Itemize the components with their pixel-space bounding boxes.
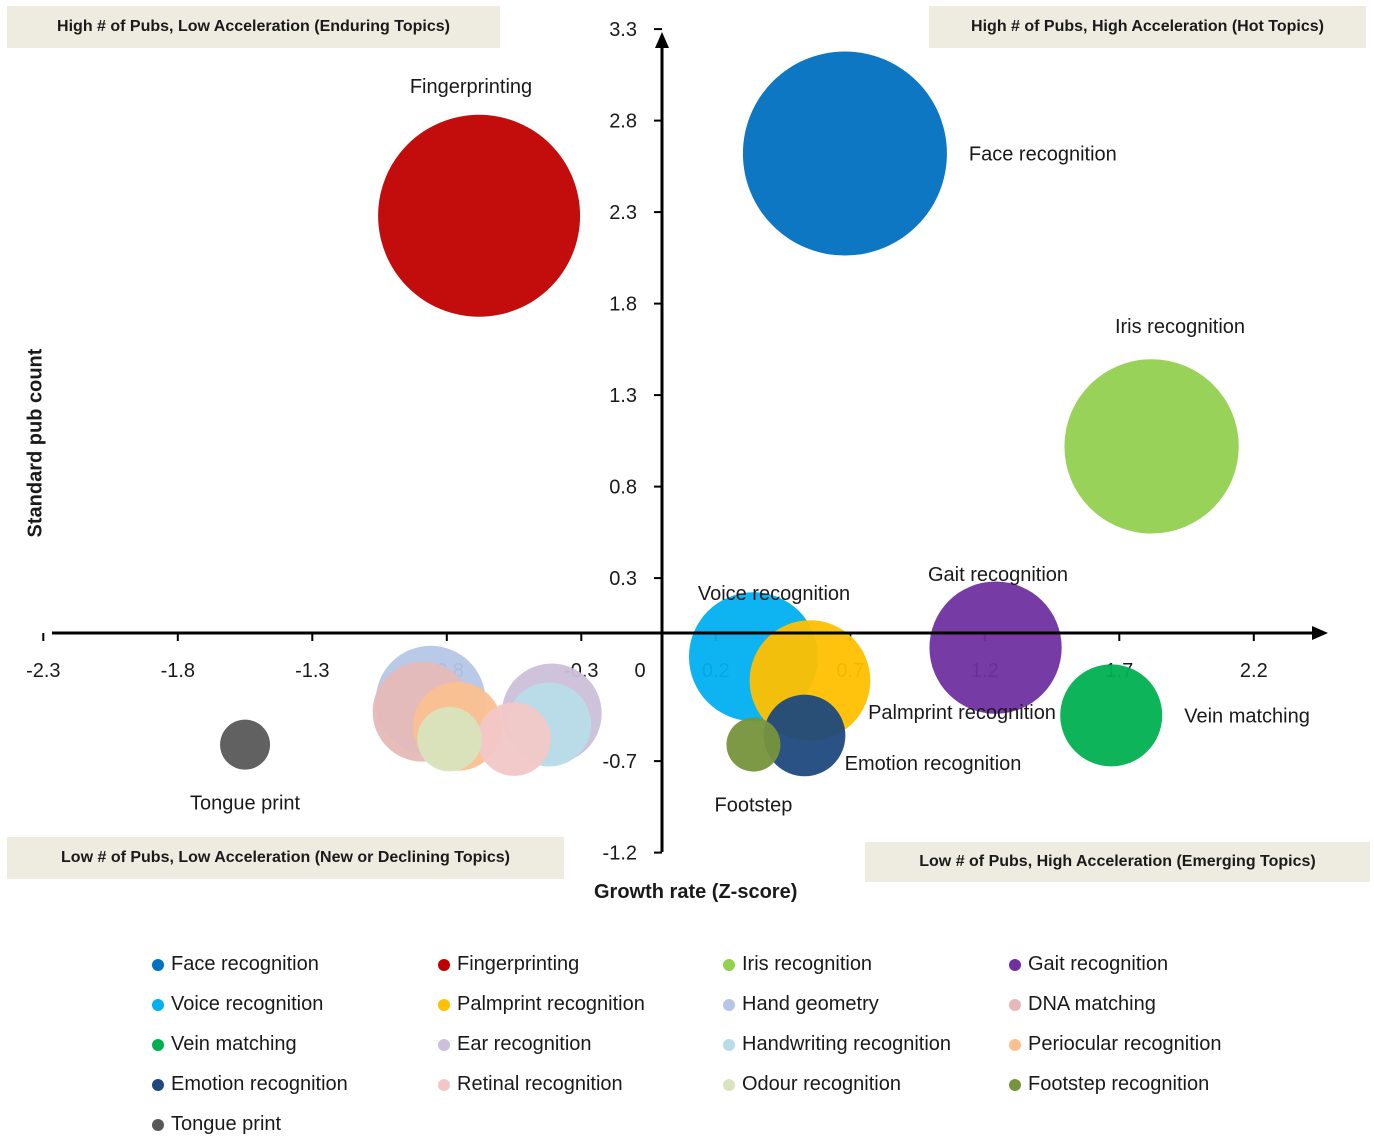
x-axis-arrow [1312, 626, 1328, 640]
legend-item: Face recognition [152, 953, 319, 976]
x-tick-label: -1.8 [161, 660, 195, 682]
legend-swatch [723, 999, 735, 1011]
legend-swatch [1009, 1079, 1021, 1091]
data-label-voice-recognition: Voice recognition [698, 583, 850, 605]
x-axis-title: Growth rate (Z-score) [594, 881, 797, 904]
legend-item: Vein matching [152, 1033, 297, 1056]
bubble-gait-recognition [929, 582, 1061, 714]
data-label-emotion-recognition: Emotion recognition [845, 753, 1022, 775]
legend-swatch [152, 1119, 164, 1131]
y-tick-label: 3.3 [609, 19, 637, 41]
y-tick-label: -1.2 [603, 843, 637, 865]
y-tick-label: 1.8 [609, 294, 637, 316]
legend-item: Footstep recognition [1009, 1073, 1209, 1096]
legend-label: Voice recognition [171, 993, 323, 1016]
x-tick-label: -2.3 [26, 660, 60, 682]
legend-item: Odour recognition [723, 1073, 901, 1096]
legend-swatch [152, 1079, 164, 1091]
bubble-odour-recognition [417, 707, 482, 772]
legend-label: Tongue print [171, 1113, 281, 1136]
legend-item: Gait recognition [1009, 953, 1168, 976]
legend-label: Emotion recognition [171, 1073, 348, 1096]
legend-swatch [152, 959, 164, 971]
x-tick-label: 2.2 [1240, 660, 1268, 682]
legend-label: Retinal recognition [457, 1073, 623, 1096]
data-label-face-recognition: Face recognition [969, 144, 1117, 166]
legend-label: DNA matching [1028, 993, 1156, 1016]
legend-label: Handwriting recognition [742, 1033, 951, 1056]
legend-label: Hand geometry [742, 993, 879, 1016]
data-label-vein-matching: Vein matching [1184, 705, 1310, 727]
bubble-chart: -2.3-1.8-1.3-0.8-0.30.20.71.21.72.20-1.2… [0, 0, 1374, 940]
bubble-tongue-print [220, 720, 270, 770]
x-tick-label: -1.3 [295, 660, 329, 682]
y-tick-label: 2.8 [609, 111, 637, 133]
legend-label: Palmprint recognition [457, 993, 645, 1016]
legend-swatch [438, 1039, 450, 1051]
legend-label: Footstep recognition [1028, 1073, 1209, 1096]
bubble-retinal-recognition [477, 702, 551, 776]
legend-item: Hand geometry [723, 993, 879, 1016]
data-label-fingerprinting: Fingerprinting [410, 76, 532, 98]
legend-label: Periocular recognition [1028, 1033, 1221, 1056]
legend-swatch [1009, 999, 1021, 1011]
legend-item: Tongue print [152, 1113, 281, 1136]
quadrant-label-bottom-right: Low # of Pubs, High Acceleration (Emergi… [865, 842, 1370, 882]
bubble-footstep-recognition [726, 718, 780, 772]
y-tick-label: 0.8 [609, 477, 637, 499]
data-label-footstep-recognition: Footstep [715, 795, 793, 817]
legend-swatch [723, 1079, 735, 1091]
data-label-iris-recognition: Iris recognition [1115, 316, 1245, 338]
legend-item: Palmprint recognition [438, 993, 645, 1016]
y-axis-arrow [655, 32, 669, 48]
legend-item: Emotion recognition [152, 1073, 348, 1096]
y-axis-title: Standard pub count [25, 349, 48, 538]
legend-item: Ear recognition [438, 1033, 592, 1056]
data-label-palmprint-recognition: Palmprint recognition [868, 702, 1056, 724]
legend-item: Voice recognition [152, 993, 323, 1016]
legend-item: Iris recognition [723, 953, 872, 976]
legend-item: Handwriting recognition [723, 1033, 951, 1056]
legend-label: Gait recognition [1028, 953, 1168, 976]
bubble-fingerprinting [378, 115, 580, 317]
legend-swatch [438, 959, 450, 971]
bubble-vein-matching [1060, 664, 1162, 766]
y-tick-label: 2.3 [609, 202, 637, 224]
data-label-gait-recognition: Gait recognition [928, 564, 1068, 586]
legend-swatch [723, 959, 735, 971]
legend-swatch [152, 999, 164, 1011]
quadrant-label-top-left: High # of Pubs, Low Acceleration (Enduri… [7, 6, 500, 48]
legend-item: Periocular recognition [1009, 1033, 1221, 1056]
legend-swatch [438, 999, 450, 1011]
data-label-tongue-print: Tongue print [190, 793, 301, 815]
legend-item: Fingerprinting [438, 953, 579, 976]
origin-label: 0 [634, 660, 645, 682]
y-tick-label: -0.7 [603, 751, 637, 773]
quadrant-label-bottom-left: Low # of Pubs, Low Acceleration (New or … [7, 837, 564, 879]
legend-label: Face recognition [171, 953, 319, 976]
legend-swatch [1009, 959, 1021, 971]
legend-item: DNA matching [1009, 993, 1156, 1016]
bubble-face-recognition [743, 52, 947, 256]
legend-swatch [723, 1039, 735, 1051]
y-tick-label: 0.3 [609, 568, 637, 590]
legend-swatch [438, 1079, 450, 1091]
legend-swatch [152, 1039, 164, 1051]
legend-label: Fingerprinting [457, 953, 579, 976]
legend-label: Iris recognition [742, 953, 872, 976]
bubble-iris-recognition [1064, 359, 1238, 533]
legend-swatch [1009, 1039, 1021, 1051]
legend-label: Vein matching [171, 1033, 297, 1056]
legend-label: Ear recognition [457, 1033, 592, 1056]
quadrant-label-top-right: High # of Pubs, High Acceleration (Hot T… [929, 6, 1366, 48]
legend-label: Odour recognition [742, 1073, 901, 1096]
legend-item: Retinal recognition [438, 1073, 623, 1096]
y-tick-label: 1.3 [609, 385, 637, 407]
